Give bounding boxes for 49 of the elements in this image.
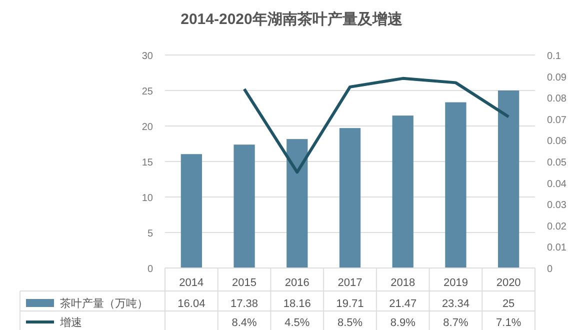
- data-label: 23.34: [442, 298, 470, 310]
- x-tick-label: 2016: [284, 277, 310, 289]
- data-label: 4.5%: [284, 317, 310, 329]
- y-tick-label: 30: [142, 51, 154, 62]
- y2-tick-label: 0.03: [547, 200, 567, 212]
- data-label: 8.5%: [337, 317, 363, 329]
- y2-tick-label: 0: [547, 264, 553, 275]
- data-label: 16.04: [178, 298, 206, 310]
- bar: [180, 154, 202, 268]
- y2-tick-label: 0.07: [547, 114, 567, 126]
- y2-tick-label: 0.08: [547, 94, 567, 105]
- y-tick-label: 25: [142, 86, 154, 98]
- data-label: 8.4%: [232, 317, 258, 329]
- bar: [445, 102, 466, 268]
- data-label: 8.7%: [443, 317, 468, 329]
- y2-tick-label: 0.04: [547, 178, 567, 190]
- y2-tick-label: 0.06: [547, 136, 567, 148]
- data-label: 19.71: [336, 298, 364, 310]
- bar: [498, 90, 520, 268]
- y2-tick-label: 0.05: [547, 158, 567, 168]
- y-tick-label: 0: [147, 264, 154, 275]
- y2-tick-label: 0.1: [547, 51, 562, 62]
- bar: [286, 139, 308, 268]
- legend-label: 茶叶产量（万吨）: [60, 297, 148, 310]
- data-label: 25: [502, 298, 515, 310]
- x-tick-label: 2020: [496, 277, 521, 289]
- bar: [392, 116, 414, 268]
- x-tick-label: 2015: [232, 277, 257, 289]
- chart-title: 2014-2020年湖南茶叶产量及增速: [180, 11, 404, 28]
- data-label: 8.9%: [390, 317, 416, 329]
- y-tick-label: 5: [147, 228, 154, 240]
- data-label: 21.47: [389, 298, 417, 310]
- y2-tick-label: 0.09: [547, 72, 567, 84]
- line-series: [242, 76, 510, 174]
- y-tick-label: 20: [142, 122, 154, 133]
- bar: [234, 144, 255, 268]
- x-tick-label: 2014: [179, 277, 204, 289]
- y-tick-label: 10: [142, 193, 154, 204]
- x-tick-label: 2018: [390, 277, 416, 289]
- legend-label: 增速: [59, 316, 82, 329]
- data-label: 7.1%: [496, 317, 522, 329]
- y2-tick-label: 0.01: [547, 242, 567, 254]
- x-tick-label: 2017: [338, 277, 362, 289]
- bar: [339, 128, 361, 268]
- y2-tick-label: 0.02: [547, 221, 567, 232]
- y-tick-label: 15: [142, 158, 154, 168]
- data-label: 17.38: [230, 298, 258, 310]
- x-tick-label: 2019: [443, 277, 468, 289]
- data-label: 18.16: [283, 298, 311, 310]
